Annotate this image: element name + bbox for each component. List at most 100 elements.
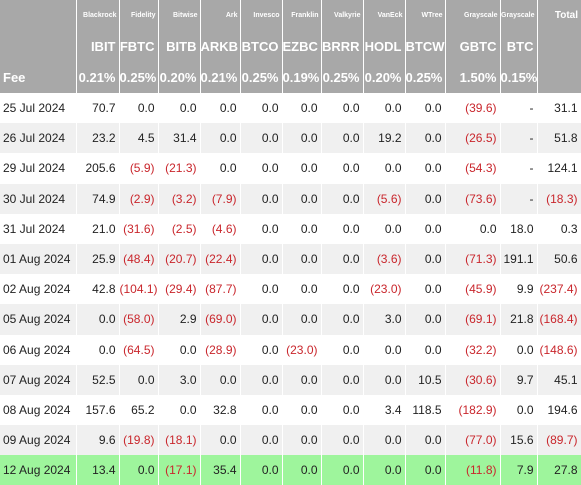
ticker-header: BTCW — [405, 30, 446, 62]
flow-cell: 21.8 — [500, 304, 538, 335]
issuer-header: Grayscale — [500, 0, 538, 30]
flow-cell: (20.7) — [158, 243, 201, 275]
total-cell: 51.8 — [537, 123, 581, 154]
flow-cell: 0.0 — [200, 123, 241, 154]
issuer-header: Ark — [200, 0, 241, 30]
ticker-header: BTCO — [240, 30, 283, 62]
flow-rows: 25 Jul 2024 70.7 0.0 0.0 0.0 0.0 0.0 0.0 0.0 0.0(… — [0, 93, 581, 485]
flow-cell: 0.0 — [200, 93, 241, 124]
flow-cell: (21.3) — [158, 153, 201, 184]
total-cell: 50.6 — [537, 243, 581, 275]
flow-cell: (5.6) — [363, 183, 406, 214]
flow-cell: 0.0 — [76, 304, 120, 335]
table-row: 07 Aug 2024 52.5 0.0 3.0 0.0 0.0 0.0 0.0 0.0 10.5… — [0, 364, 581, 395]
ticker-header-row: IBIT FBTC BITB ARKB BTCO EZBC BRRR HODL … — [0, 30, 581, 62]
flow-cell: 0.0 — [282, 425, 322, 456]
flow-cell: 25.9 — [76, 243, 120, 275]
flow-cell: 0.0 — [240, 304, 283, 335]
flow-cell: 0.0 — [405, 153, 446, 184]
ticker-header: EZBC — [282, 30, 322, 62]
flow-cell: 4.5 — [119, 123, 159, 154]
flow-cell: 18.0 — [500, 213, 538, 244]
flow-cell: 0.0 — [158, 334, 201, 365]
issuer-header: Franklin — [282, 0, 322, 30]
issuer-header: VanEck — [363, 0, 406, 30]
flow-cell: 0.0 — [321, 394, 364, 426]
flow-cell: 0.0 — [500, 394, 538, 426]
flow-cell: 21.0 — [76, 213, 120, 244]
total-cell: 194.6 — [537, 394, 581, 426]
flow-cell: 118.5 — [405, 394, 446, 426]
flow-cell: 0.0 — [321, 243, 364, 275]
flow-cell: 3.0 — [363, 304, 406, 335]
flow-cell: (182.9) — [445, 394, 501, 426]
flow-cell: (28.9) — [200, 334, 241, 365]
flow-cell: 0.0 — [200, 364, 241, 395]
flow-cell: 0.0 — [240, 334, 283, 365]
flow-cell: 0.0 — [282, 274, 322, 305]
table-row: 09 Aug 2024 9.6 (19.8) (18.1) 0.0 0.0 0.0 0.0 0.… — [0, 425, 581, 456]
flow-cell: 32.8 — [200, 394, 241, 426]
flow-cell: 0.0 — [321, 153, 364, 184]
flow-cell: 0.0 — [321, 364, 364, 395]
flow-cell: 0.0 — [500, 334, 538, 365]
flow-cell: (71.3) — [445, 243, 501, 275]
flow-cell: 9.7 — [500, 364, 538, 395]
header-blank — [0, 30, 77, 62]
flow-cell: 0.0 — [321, 274, 364, 305]
flow-cell: (19.8) — [119, 425, 159, 456]
total-cell: 31.1 — [537, 93, 581, 124]
flow-cell: 0.0 — [363, 93, 406, 124]
flow-cell: - — [500, 153, 538, 184]
flow-cell: 70.7 — [76, 93, 120, 124]
fee-cell: 0.20% — [158, 62, 201, 93]
flow-cell: 0.0 — [119, 364, 159, 395]
flow-cell: 0.0 — [321, 123, 364, 154]
flow-cell: (2.5) — [158, 213, 201, 244]
flow-cell: 0.0 — [282, 213, 322, 244]
flow-cell: (69.1) — [445, 304, 501, 335]
flow-cell: (26.5) — [445, 123, 501, 154]
fee-cell: 0.20% — [363, 62, 406, 93]
flow-cell: 0.0 — [282, 93, 322, 124]
date-cell: 12 Aug 2024 — [0, 455, 77, 485]
flow-cell: 0.0 — [282, 394, 322, 426]
date-cell: 25 Jul 2024 — [0, 93, 77, 124]
flow-cell: 0.0 — [321, 304, 364, 335]
flow-cell: 0.0 — [119, 455, 159, 485]
date-cell: 06 Aug 2024 — [0, 334, 77, 365]
flow-cell: (45.9) — [445, 274, 501, 305]
flow-cell: 0.0 — [405, 213, 446, 244]
table-row: 08 Aug 2024 157.6 65.2 0.0 32.8 0.0 0.0 0.0 3.4 1… — [0, 394, 581, 426]
flow-cell: 65.2 — [119, 394, 159, 426]
flow-cell: 205.6 — [76, 153, 120, 184]
flow-cell: 0.0 — [240, 93, 283, 124]
issuer-header-row: Blackrock Fidelity Bitwise Ark Invesco F… — [0, 0, 581, 30]
flow-cell: 0.0 — [240, 364, 283, 395]
flow-cell: 35.4 — [200, 455, 241, 485]
flow-cell: 0.0 — [282, 364, 322, 395]
total-header: Total — [537, 0, 581, 30]
total-cell: (18.3) — [537, 183, 581, 214]
flow-cell: 0.0 — [405, 123, 446, 154]
issuer-header: Grayscale — [445, 0, 501, 30]
flow-cell: (3.2) — [158, 183, 201, 214]
flow-cell: 0.0 — [363, 455, 406, 485]
table-row: 06 Aug 2024 0.0 (64.5) 0.0 (28.9) 0.0 (23.0) 0.… — [0, 334, 581, 365]
table-row: 05 Aug 2024 0.0 (58.0) 2.9 (69.0) 0.0 0.0 0.0 3.… — [0, 304, 581, 335]
flow-cell: 0.0 — [363, 334, 406, 365]
fee-cell: 0.19% — [282, 62, 322, 93]
header-blank — [537, 30, 581, 62]
flow-cell: 0.0 — [282, 183, 322, 214]
total-cell: 27.8 — [537, 455, 581, 485]
flow-cell: 0.0 — [240, 274, 283, 305]
flow-cell: 9.6 — [76, 425, 120, 456]
flow-cell: 0.0 — [240, 455, 283, 485]
fee-cell: 1.50% — [445, 62, 501, 93]
flow-cell: 0.0 — [240, 243, 283, 275]
flow-cell: 191.1 — [500, 243, 538, 275]
flow-cell: 3.0 — [158, 364, 201, 395]
date-cell: 07 Aug 2024 — [0, 364, 77, 395]
date-cell: 05 Aug 2024 — [0, 304, 77, 335]
ticker-header: IBIT — [76, 30, 120, 62]
